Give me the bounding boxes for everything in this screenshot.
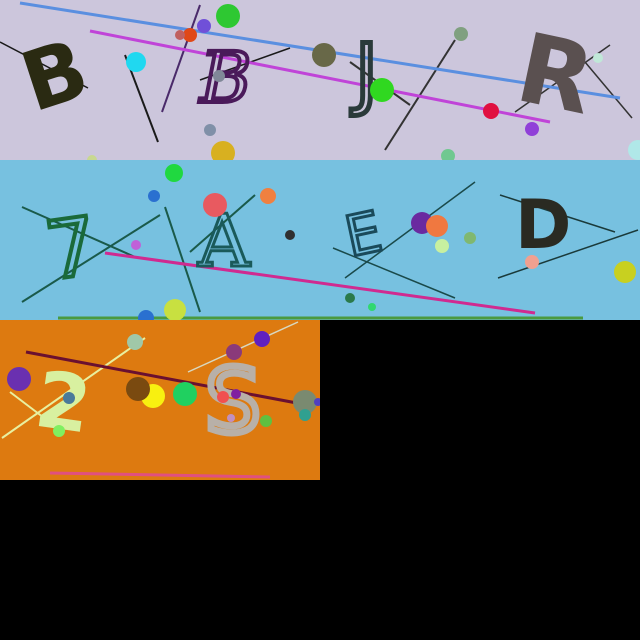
noise-line	[332, 247, 456, 299]
noise-dot	[464, 232, 476, 244]
noise-line	[0, 41, 89, 89]
noise-line	[187, 321, 299, 373]
noise-line	[89, 29, 551, 124]
noise-dot	[227, 414, 235, 422]
noise-dot	[370, 78, 394, 102]
noise-dot	[53, 425, 65, 437]
noise-dot	[483, 103, 499, 119]
noise-dot	[175, 30, 185, 40]
captcha-letter-s: S	[205, 350, 261, 453]
captcha-panel-3-graphic: 2 S	[0, 320, 320, 480]
noise-line	[189, 194, 256, 253]
captcha-panel-1: B B J R	[0, 0, 640, 160]
noise-line	[584, 61, 633, 119]
noise-dot	[260, 188, 276, 204]
noise-dot	[138, 310, 154, 320]
noise-dot	[197, 19, 211, 33]
noise-line	[104, 251, 536, 315]
noise-line	[497, 229, 639, 279]
noise-dot	[525, 122, 539, 136]
noise-dot	[368, 303, 376, 311]
noise-dot	[293, 390, 317, 414]
noise-dot	[435, 239, 449, 253]
noise-dot	[226, 344, 242, 360]
noise-dot	[165, 164, 183, 182]
noise-dot	[525, 255, 539, 269]
captcha-panel-2: 7 A E D	[0, 160, 640, 320]
noise-dot	[312, 43, 336, 67]
captcha-letter-j: J	[350, 29, 378, 119]
noise-dot	[260, 415, 272, 427]
noise-dot	[216, 4, 240, 28]
noise-dot	[126, 377, 150, 401]
noise-line	[21, 214, 161, 303]
noise-line	[21, 206, 136, 258]
captcha-panel-1-graphic: B B J R	[0, 0, 640, 160]
noise-dot	[254, 331, 270, 347]
noise-dot	[441, 149, 455, 160]
noise-line	[49, 471, 271, 479]
noise-dot	[454, 27, 468, 41]
noise-dot	[345, 293, 355, 303]
captcha-letter-2: 2	[30, 355, 96, 452]
noise-dot	[7, 367, 31, 391]
noise-dot	[593, 53, 603, 63]
captcha-letter-script-b: B	[198, 37, 251, 119]
captcha-panel-3: 2 S	[0, 320, 320, 480]
panel-2-background	[0, 160, 640, 320]
noise-line	[1, 337, 146, 439]
captcha-panel-2-graphic: 7 A E D	[0, 160, 640, 320]
noise-dot	[211, 141, 235, 160]
noise-dot	[285, 230, 295, 240]
noise-dot	[628, 140, 640, 160]
noise-dot	[126, 52, 146, 72]
noise-line	[9, 391, 61, 431]
noise-dot	[63, 392, 75, 404]
captcha-letter-d: D	[515, 186, 571, 265]
noise-dot	[213, 70, 225, 82]
noise-line	[161, 4, 201, 113]
noise-dot	[127, 334, 143, 350]
noise-dot	[131, 240, 141, 250]
noise-dot	[204, 124, 216, 136]
noise-dot	[87, 155, 97, 160]
noise-dot	[299, 409, 311, 421]
noise-dot	[231, 389, 241, 399]
noise-line	[25, 350, 303, 406]
noise-line	[164, 206, 201, 313]
noise-dot	[148, 190, 160, 202]
noise-dot	[164, 299, 186, 320]
noise-dot	[203, 193, 227, 217]
noise-dot	[314, 398, 320, 406]
noise-dot	[426, 215, 448, 237]
noise-dot	[217, 391, 229, 403]
noise-dot	[173, 382, 197, 406]
noise-line	[499, 194, 616, 233]
noise-dot	[614, 261, 636, 283]
noise-dot	[183, 28, 197, 42]
